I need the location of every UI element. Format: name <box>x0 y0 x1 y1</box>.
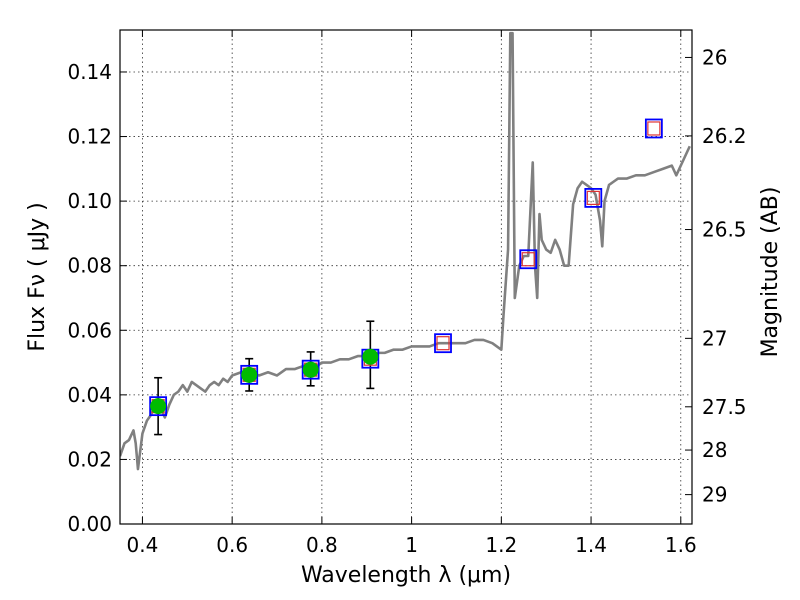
plot-frame <box>119 29 693 525</box>
x-tick-label: 1.4 <box>575 533 607 557</box>
y-tick-label: 0.02 <box>67 447 112 471</box>
x-tick-label: 1.2 <box>485 533 517 557</box>
model-box <box>644 118 663 139</box>
right-tick-label: 27 <box>702 326 727 350</box>
grid-lines <box>120 30 692 525</box>
model-box <box>584 187 603 208</box>
right-tick-label: 26 <box>702 45 727 69</box>
model-box <box>434 333 452 354</box>
tick-layer: 0.4 0.6 0.8 1 1.2 1.4 1.6 0.00 0.02 0.04 0.06 0.08 0… <box>67 30 747 557</box>
model-inner-box <box>586 190 600 205</box>
x-tick-label: 1.6 <box>665 533 697 557</box>
model-inner-box <box>647 121 661 136</box>
observed-point <box>302 361 319 378</box>
observed-point <box>150 398 167 415</box>
right-tick-label: 26.5 <box>702 218 747 242</box>
model-box <box>519 249 538 270</box>
y-tick-label: 0.04 <box>67 383 112 407</box>
x-axis-label: Wavelength λ (μm) <box>301 563 511 588</box>
x-tick-label: 0.6 <box>216 533 248 557</box>
y-tick-label: 0.10 <box>67 189 112 213</box>
sed-line-layer <box>120 31 691 471</box>
y-tick-label: 0.08 <box>67 254 112 278</box>
model-inner-box <box>521 252 535 267</box>
y-tick-label: 0.14 <box>67 60 112 84</box>
right-y-axis-label: Magnitude (AB) <box>758 187 783 358</box>
sed-model-line <box>120 31 691 471</box>
y-tick-label: 0.12 <box>67 125 112 149</box>
observed-point <box>362 348 379 365</box>
right-tick-label: 29 <box>702 483 727 507</box>
y-tick-label: 0.00 <box>67 512 112 536</box>
right-tick-label: 27.5 <box>702 395 747 419</box>
y-tick-label: 0.06 <box>67 318 112 342</box>
y-axis-label: Flux Fν ( μJy ) <box>25 202 50 351</box>
observed-point <box>241 366 258 383</box>
x-tick-label: 0.4 <box>127 533 159 557</box>
marker-layer <box>149 118 663 417</box>
model-inner-box <box>436 336 450 351</box>
x-tick-label: 0.8 <box>306 533 338 557</box>
errorbar-layer <box>154 320 375 436</box>
x-tick-label: 1 <box>405 533 418 557</box>
right-tick-label: 28 <box>702 438 727 462</box>
right-tick-label: 26.2 <box>702 124 747 148</box>
